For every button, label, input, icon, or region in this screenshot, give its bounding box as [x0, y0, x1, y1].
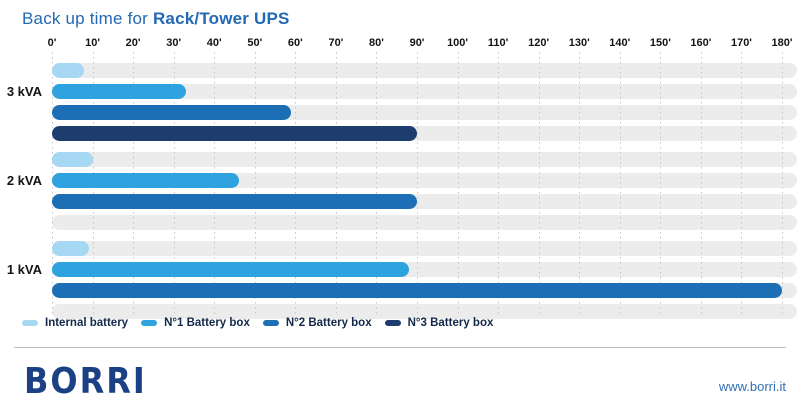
bar: [52, 262, 409, 277]
axis-tick-label: 30': [166, 37, 182, 49]
title-product: Rack/Tower UPS: [152, 9, 290, 28]
legend-label: Internal battery: [45, 317, 129, 329]
legend-marker-icon: [22, 320, 38, 326]
gridline: [619, 52, 621, 316]
gridline: [335, 52, 337, 316]
gridline: [498, 52, 500, 316]
bar: [52, 241, 89, 256]
axis-tick-label: 10': [85, 37, 100, 49]
legend-label: N°2 Battery box: [285, 317, 372, 329]
gridline: [457, 52, 459, 316]
category-label: 3 kVA: [6, 84, 42, 99]
axis-tick-label: 50': [247, 37, 263, 49]
axis-tick-label: 60': [287, 37, 303, 49]
legend: Internal battery N°1 Battery box N°2 Batte…: [22, 317, 493, 329]
borri-logo: BORRI: [24, 360, 147, 402]
category-label: 2 kVA: [6, 173, 42, 188]
axis-tick-label: 40': [206, 37, 222, 49]
legend-item: N°2 Battery box: [262, 317, 372, 329]
bar-track: [52, 84, 797, 99]
footer-divider: [14, 347, 786, 348]
axis-tick-label: 150': [649, 37, 671, 49]
bar-track: [52, 63, 797, 78]
axis-tick-label: 160': [690, 37, 712, 49]
gridline: [741, 52, 743, 316]
axis-tick-label: 180': [771, 37, 793, 49]
bar-track: [52, 241, 797, 256]
axis-tick-label: 170': [730, 37, 752, 49]
axis-tick-label: 20': [125, 37, 141, 49]
legend-marker-icon: [141, 320, 158, 326]
legend-item: N°1 Battery box: [141, 317, 250, 329]
gridline: [254, 52, 256, 316]
axis-tick-label: 110': [487, 37, 509, 49]
axis-tick-label: 140': [609, 37, 631, 49]
legend-label: N°3 Battery box: [407, 317, 494, 329]
legend-marker-icon: [384, 320, 401, 326]
gridline: [782, 52, 783, 316]
bar-track: [52, 152, 797, 167]
bar: [52, 152, 93, 167]
chart-title: Back up time for Rack/Tower UPS: [22, 9, 290, 29]
axis-tick-label: 80': [369, 37, 384, 49]
gridline: [579, 52, 581, 316]
gridline: [417, 52, 418, 316]
gridline: [538, 52, 540, 316]
legend-item: N°3 Battery box: [384, 317, 494, 329]
legend-label: N°1 Battery box: [164, 317, 250, 329]
title-prefix: Back up time for: [22, 9, 153, 28]
legend-item: Internal battery: [22, 317, 128, 329]
bar-track: [52, 304, 797, 319]
gridline: [660, 52, 662, 316]
axis-tick-label: 100': [447, 37, 469, 49]
axis-tick-label: 70': [328, 37, 344, 49]
x-axis: 0' 10' 20' 30' 40' 50' 60' 70' 80' 90' 100' 110' 120…: [48, 37, 797, 51]
gridline: [295, 52, 297, 316]
axis-tick-label: 0': [47, 37, 57, 49]
bar: [52, 84, 186, 99]
website-link: www.borri.it: [718, 379, 786, 394]
gridline: [700, 52, 702, 316]
plot-area: 3 kVA 2 kVA 1 kVA: [7, 52, 797, 320]
gridline: [376, 52, 378, 316]
bar: [52, 173, 239, 188]
bar: [52, 194, 417, 209]
category-label: 1 kVA: [6, 262, 42, 277]
axis-tick-label: 130': [568, 37, 590, 49]
bar: [52, 126, 417, 141]
bar: [52, 283, 782, 298]
bar-track: [52, 215, 797, 230]
axis-tick-label: 90': [409, 37, 425, 49]
bar: [52, 63, 85, 78]
axis-tick-label: 120': [528, 37, 550, 49]
bar: [52, 105, 292, 120]
legend-marker-icon: [262, 320, 279, 326]
